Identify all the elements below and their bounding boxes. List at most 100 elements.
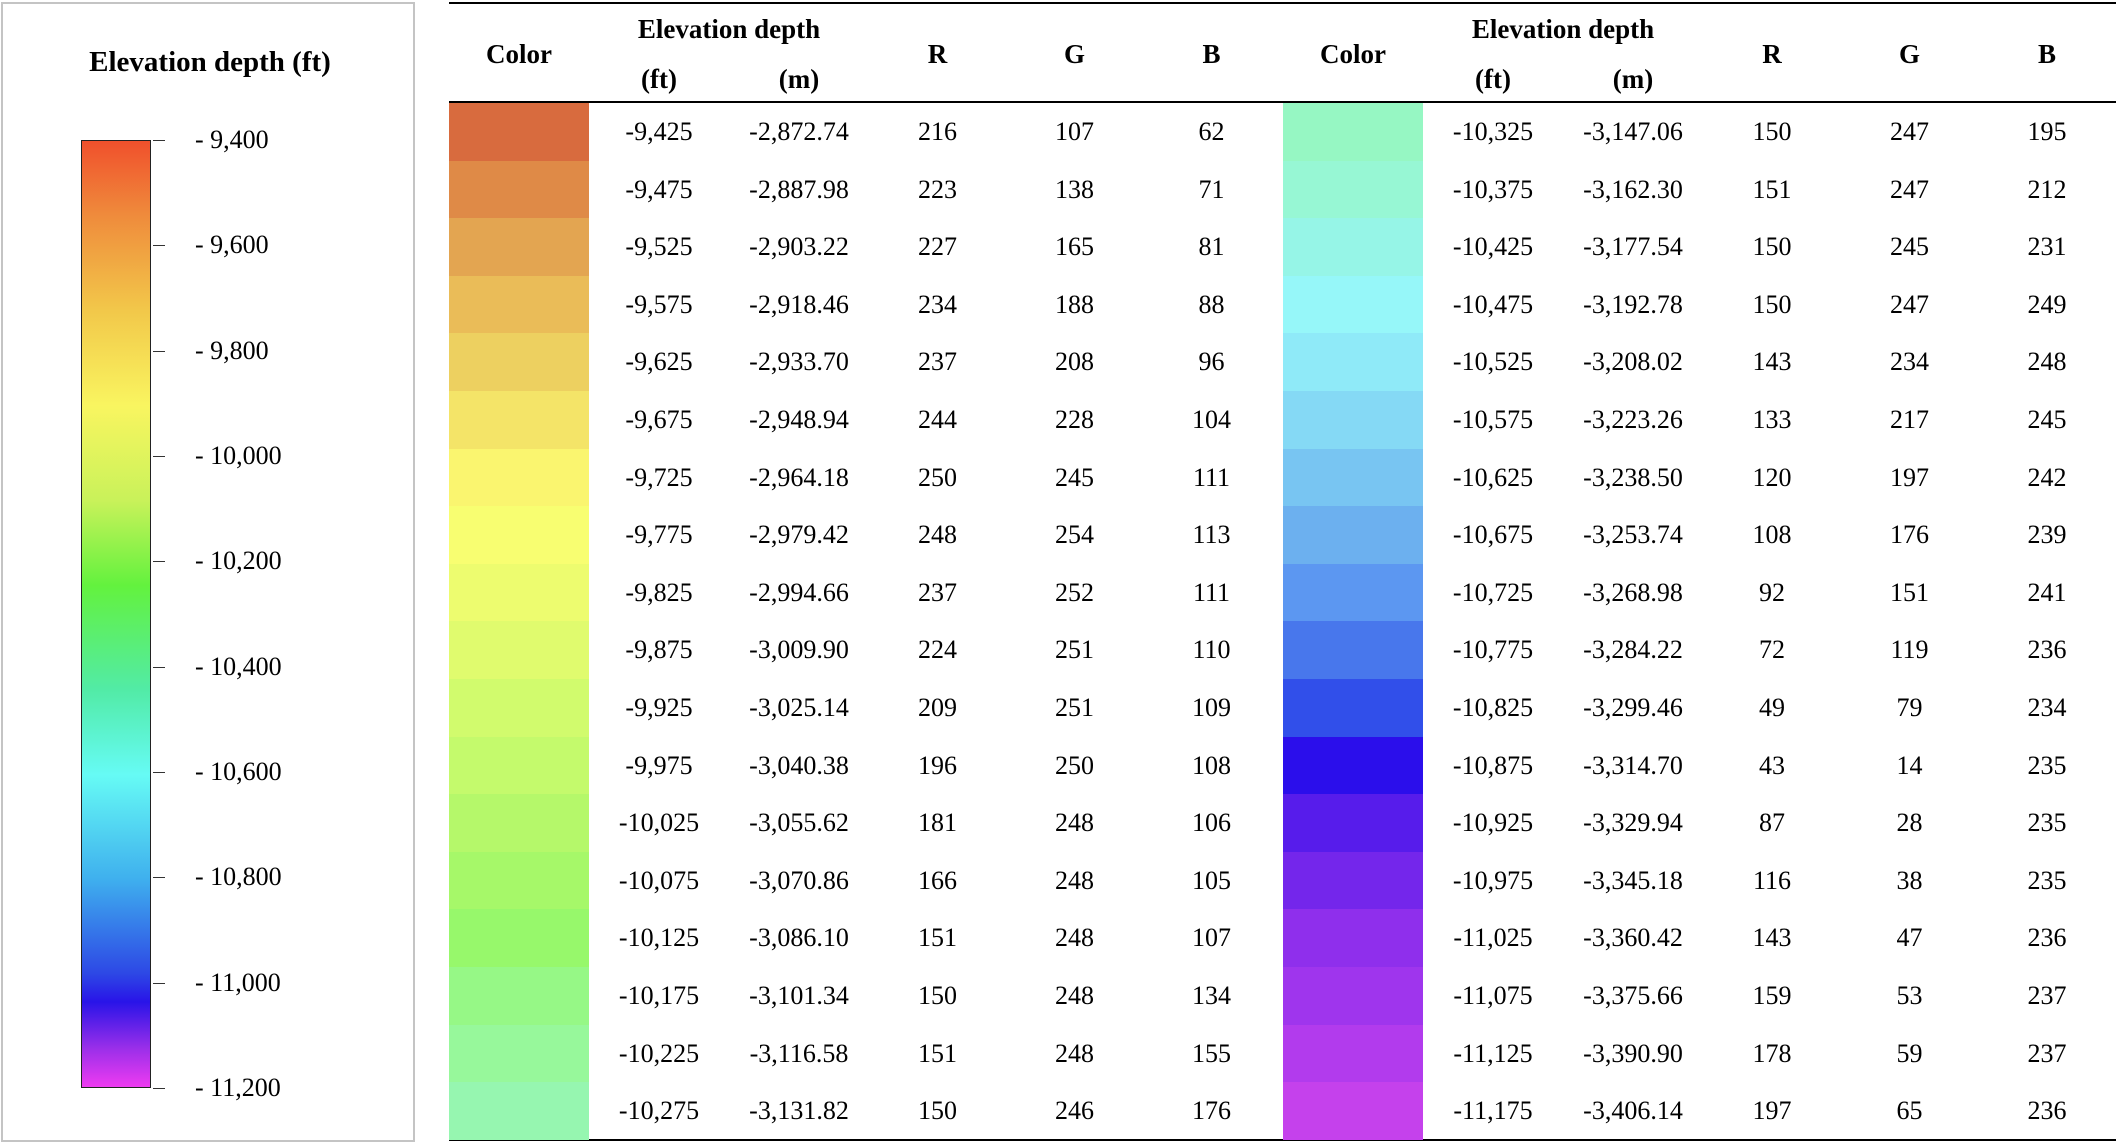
legend-tick-label: - 11,000 [195,967,281,997]
cell-r-left: 250 [918,462,957,492]
legend-tick-label: - 10,200 [195,546,282,576]
cell-ft-right: -10,825 [1452,693,1534,722]
cell-r-right: 116 [1752,865,1792,895]
cell-b-right: 249 [2027,289,2067,319]
cell-m-right: -3,223.26 [1583,405,1683,434]
cell-b-right: 241 [2027,577,2067,607]
cell-r-left: 227 [918,232,957,262]
cell-b-left: 96 [1198,347,1225,377]
legend-tick [153,561,165,563]
color-swatch-left [449,563,589,622]
legend-tick-label: - 10,800 [195,862,282,892]
cell-m-right: -3,360.42 [1583,923,1683,953]
cell-m-right: -3,390.90 [1583,1038,1683,1068]
legend-color-bar [81,140,151,1088]
cell-g-left: 251 [1055,635,1094,665]
cell-b-right: 245 [2027,405,2067,434]
color-swatch-left [449,506,589,565]
color-swatch-right [1283,1024,1423,1083]
cell-r-left: 248 [918,520,957,550]
cell-r-right: 43 [1759,750,1785,780]
cell-ft-left: -9,625 [625,347,693,377]
cell-b-right: 234 [2027,693,2067,722]
cell-m-right: -3,208.02 [1583,347,1683,377]
cell-r-left: 224 [918,635,957,665]
legend-tick-label: - 9,800 [195,335,269,365]
cell-ft-left: -10,225 [618,1038,700,1068]
cell-r-right: 87 [1759,808,1785,838]
cell-ft-left: -9,825 [625,577,693,607]
cell-r-left: 209 [918,693,957,722]
cell-m-right: -3,162.30 [1583,174,1683,204]
header-r-left: R [927,39,948,69]
cell-b-left: 111 [1192,577,1231,607]
legend-tick [153,456,165,457]
legend-tick-label: - 10,000 [195,441,282,470]
cell-g-right: 14 [1896,750,1923,780]
cell-ft-left: -9,775 [625,520,693,550]
header-elevation-left: Elevation depth [637,14,821,44]
cell-ft-left: -9,575 [625,289,693,319]
header-ft-right: (ft) [1475,64,1511,94]
color-swatch-left [449,275,589,334]
legend-tick [153,666,165,668]
cell-g-right: 28 [1896,808,1923,838]
cell-b-left: 88 [1198,289,1225,319]
cell-g-left: 252 [1055,577,1094,607]
cell-m-right: -3,253.74 [1583,520,1683,550]
cell-m-right: -3,284.22 [1583,635,1683,665]
cell-ft-left: -9,925 [625,693,693,722]
cell-r-right: 92 [1759,577,1785,607]
cell-g-right: 247 [1890,289,1929,319]
cell-g-right: 38 [1896,865,1923,895]
cell-b-left: 105 [1192,865,1231,895]
cell-g-right: 59 [1896,1038,1923,1068]
header-g-left: G [1063,39,1085,69]
cell-b-left: 134 [1192,981,1231,1010]
header-g-right: G [1898,39,1920,69]
cell-g-right: 247 [1890,174,1929,204]
cell-m-left: -3,086.10 [749,923,849,953]
cell-ft-left: -10,175 [618,981,700,1010]
cell-b-right: 235 [2027,865,2067,895]
cell-ft-left: -9,875 [625,635,693,665]
cell-g-right: 47 [1896,923,1923,953]
cell-ft-right: -10,875 [1452,750,1534,780]
cell-ft-right: -10,325 [1452,117,1534,146]
color-swatch-left [449,621,589,680]
color-swatch-right [1283,679,1423,738]
cell-g-right: 234 [1890,347,1929,377]
header-b-right: B [2037,39,2056,69]
legend-tick [153,877,165,879]
cell-m-left: -3,101.34 [749,981,849,1010]
cell-g-right: 247 [1890,117,1929,146]
cell-m-right: -3,177.54 [1583,232,1683,262]
cell-ft-right: -11,075 [1453,981,1533,1010]
cell-r-left: 234 [918,289,957,319]
color-swatch-left [449,218,589,277]
color-swatch-left [449,909,589,968]
cell-g-left: 248 [1055,1038,1094,1068]
cell-b-right: 236 [2027,923,2067,953]
header-color-right: Color [1320,39,1386,69]
header-b-left: B [1202,39,1221,69]
color-swatch-right [1283,448,1423,507]
cell-m-right: -3,147.06 [1583,117,1683,146]
header-color-left: Color [486,39,552,69]
cell-g-left: 138 [1055,174,1094,204]
cell-b-left: 111 [1192,462,1231,492]
cell-ft-left: -10,075 [618,865,700,895]
cell-m-left: -3,116.58 [749,1038,849,1068]
color-swatch-right [1283,909,1423,968]
cell-ft-right: -10,975 [1452,865,1534,895]
cell-b-right: 248 [2027,347,2067,377]
cell-ft-right: -11,025 [1453,923,1533,953]
legend-tick [153,772,165,773]
cell-m-right: -3,268.98 [1583,577,1683,607]
cell-ft-right: -10,475 [1452,289,1534,319]
cell-g-left: 248 [1055,865,1094,895]
cell-ft-right: -10,575 [1452,405,1534,434]
table-top-rule [449,2,2116,4]
cell-g-left: 248 [1055,808,1094,838]
cell-ft-right: -10,375 [1452,174,1534,204]
